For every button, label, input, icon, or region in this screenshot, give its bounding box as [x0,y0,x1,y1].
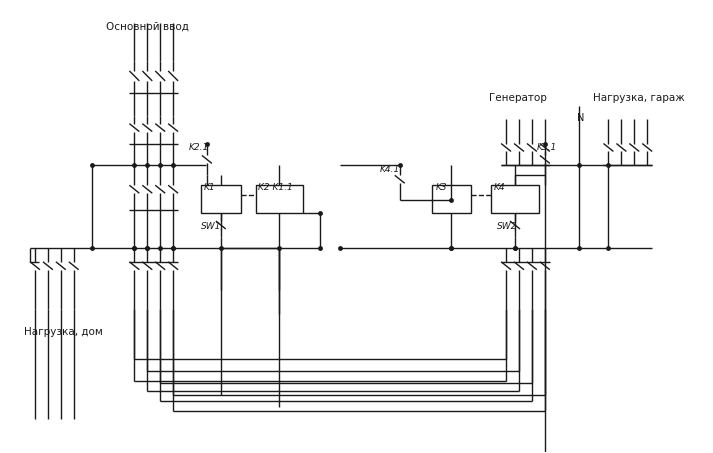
Text: K3: K3 [436,183,447,192]
Bar [201,185,241,213]
Bar [431,185,471,213]
Bar [256,185,303,213]
Text: K1: K1 [204,183,215,192]
Text: Нагрузка, дом: Нагрузка, дом [24,328,103,337]
Text: Основной ввод: Основной ввод [106,21,188,31]
Text: K4.1: K4.1 [380,165,400,174]
Text: N: N [577,113,584,123]
Text: K3.1: K3.1 [537,143,557,151]
Text: K2.1: K2.1 [189,143,210,151]
Text: K4: K4 [494,183,506,192]
Text: Генератор: Генератор [489,93,547,103]
Text: Нагрузка, гараж: Нагрузка, гараж [593,93,684,103]
Text: K2 K1.1: K2 K1.1 [257,183,292,192]
Text: SW2: SW2 [497,222,518,231]
Bar [491,185,539,213]
Text: SW1: SW1 [201,222,221,231]
